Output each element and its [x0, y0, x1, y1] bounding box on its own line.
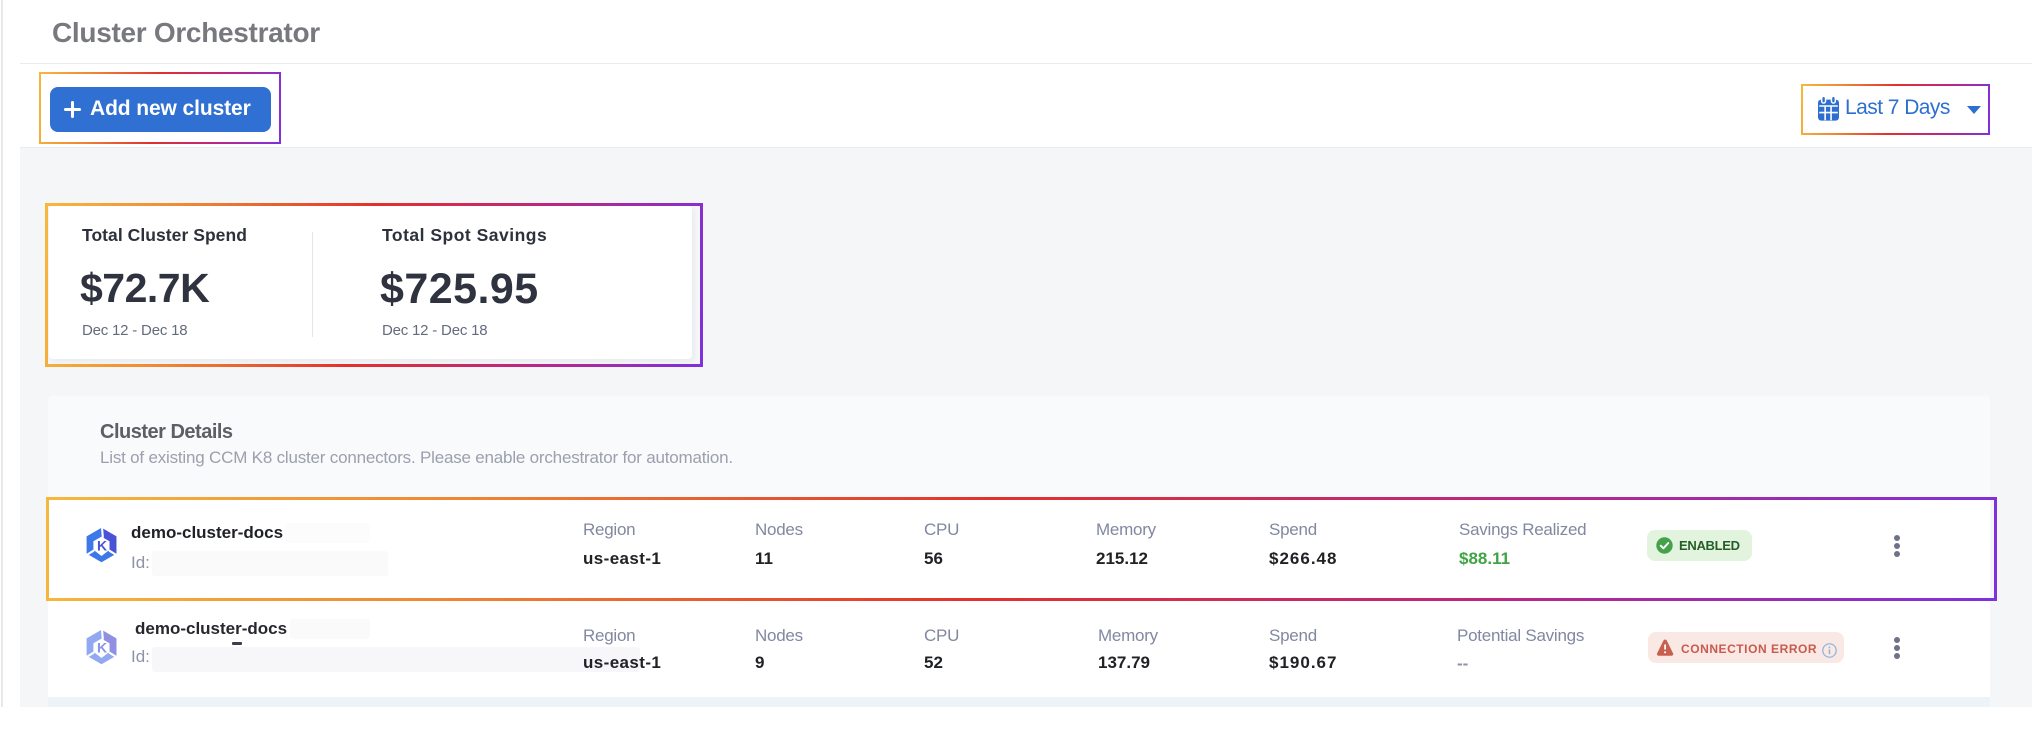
- svg-text:K: K: [97, 640, 107, 656]
